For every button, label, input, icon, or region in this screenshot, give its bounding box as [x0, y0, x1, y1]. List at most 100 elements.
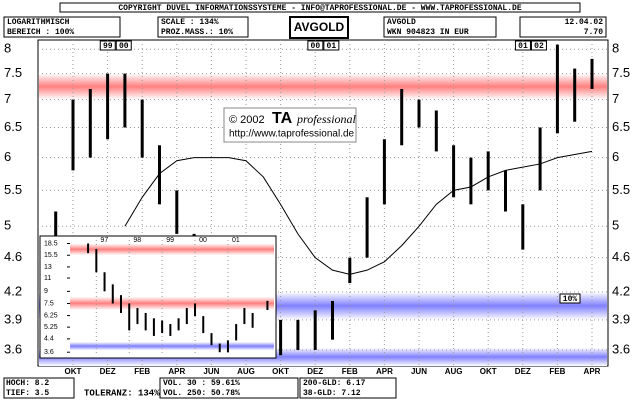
x-tick-label: 01	[232, 237, 240, 244]
copyright: COPYRIGHT DUVEL INFORMATIONSSYSTEME - IN…	[118, 4, 521, 13]
year-mark: 01	[518, 42, 528, 51]
price-bar	[123, 73, 127, 128]
x-tick-label: JUN	[203, 367, 219, 376]
y-tick-label: 5.5	[612, 182, 630, 197]
last-price: 7.70	[584, 28, 603, 37]
price-bar	[140, 99, 144, 158]
tolerance: TOLERANZ: 134%	[84, 388, 160, 398]
x-tick-label: APR	[584, 367, 601, 376]
y-tick-label: 7.5	[4, 65, 22, 80]
y-tick-label: 7	[4, 91, 11, 106]
high: HOCH: 8.2	[6, 379, 49, 388]
year-mark: 00	[119, 42, 129, 51]
y-tick-label: 3.6	[44, 349, 54, 356]
y-tick-label: 7	[612, 91, 619, 106]
price-bar	[185, 308, 188, 325]
x-tick-label: APR	[376, 367, 393, 376]
percent: PROZ.MASS.: 10%	[161, 28, 233, 37]
price-bar	[331, 301, 334, 340]
y-tick-label: 5.25	[44, 324, 58, 331]
price-bar	[88, 88, 92, 158]
scale-mode: LOGARITHMISCH	[7, 18, 70, 27]
wkn: WKN 904823 IN EUR	[387, 28, 469, 37]
y-tick-label: 5	[4, 218, 11, 233]
x-tick-label: DEZ	[307, 367, 323, 376]
x-tick-label: 98	[133, 237, 141, 244]
price-bar	[417, 99, 421, 128]
year-box	[530, 40, 547, 51]
year-mark: 02	[534, 42, 544, 51]
price-bar	[161, 320, 164, 334]
y-tick-label: 5	[612, 218, 619, 233]
band	[70, 296, 274, 310]
price-bar	[152, 318, 155, 336]
info-box	[383, 16, 497, 38]
y-tick-label: 15.5	[44, 252, 58, 259]
price-bar	[202, 316, 205, 334]
band	[70, 243, 274, 256]
price-bar	[538, 127, 542, 191]
moving-average	[124, 150, 593, 275]
y-tick-label: 3.6	[612, 341, 630, 356]
x-tick-label: APR	[168, 367, 185, 376]
year-box	[307, 40, 324, 51]
x-tick-label: FEB	[342, 367, 358, 376]
y-tick-label: 7.5	[612, 65, 630, 80]
year-mark: 99	[103, 42, 113, 51]
price-bar	[95, 249, 98, 273]
price-bar	[313, 310, 317, 350]
price-bar	[382, 139, 386, 205]
annotation-box	[559, 293, 581, 304]
y-tick-label: 5.5	[4, 182, 22, 197]
price-bar	[521, 204, 525, 250]
watermark: © 2002 TA professional http://www.taprof…	[223, 107, 357, 143]
price-bar	[226, 340, 229, 353]
price-bar	[175, 190, 179, 234]
y-tick-label: 6	[612, 149, 619, 164]
price-bar	[194, 303, 197, 317]
price-bar	[144, 312, 147, 331]
name: AVGOLD	[387, 18, 416, 27]
year-mark: 01	[327, 42, 337, 51]
price-bar	[469, 157, 473, 205]
info-box	[519, 16, 607, 38]
watermark-suffix: professional	[296, 112, 357, 126]
price-bar	[365, 197, 369, 258]
price-bar	[106, 73, 110, 140]
y-tick-label: 8	[612, 41, 619, 56]
y-tick-label: 7.5	[44, 300, 54, 307]
y-tick-label: 6.5	[4, 119, 22, 134]
vol30: VOL. 30 : 59.61%	[163, 379, 240, 388]
y-tick-label: 4.2	[4, 283, 22, 298]
year-box	[323, 40, 340, 51]
y-tick-label: 11	[44, 275, 51, 282]
y-tick-label: 6.5	[612, 119, 630, 134]
y-tick-label: 8	[4, 41, 11, 56]
price-bar	[434, 110, 438, 152]
x-tick-label: OKT	[272, 367, 289, 376]
band	[70, 341, 274, 351]
price-bar	[573, 68, 577, 122]
watermark-brand: TA	[272, 110, 293, 127]
y-tick-label: 4.2	[612, 283, 630, 298]
price-bar	[111, 284, 114, 304]
x-tick-label: DEZ	[100, 367, 116, 376]
x-tick-label: DEZ	[515, 367, 531, 376]
price-bar	[103, 272, 106, 292]
y-tick-label: 4.6	[612, 249, 630, 264]
y-tick-label: 3.9	[4, 311, 22, 326]
year-box	[514, 40, 531, 51]
y-tick-label: 6.25	[44, 312, 58, 319]
x-tick-label: FEB	[134, 367, 150, 376]
x-tick-label: 97	[100, 237, 108, 244]
price-bar	[266, 300, 269, 310]
price-bar	[251, 312, 254, 328]
x-tick-label: OKT	[65, 367, 82, 376]
price-bar	[71, 99, 75, 171]
y-tick-label: 4.4	[44, 336, 54, 343]
footer-box	[299, 377, 397, 399]
gld38: 38-GLD: 7.12	[303, 389, 361, 398]
price-bar	[348, 257, 352, 284]
price-bar	[235, 324, 238, 341]
x-tick-label: 99	[166, 237, 174, 244]
